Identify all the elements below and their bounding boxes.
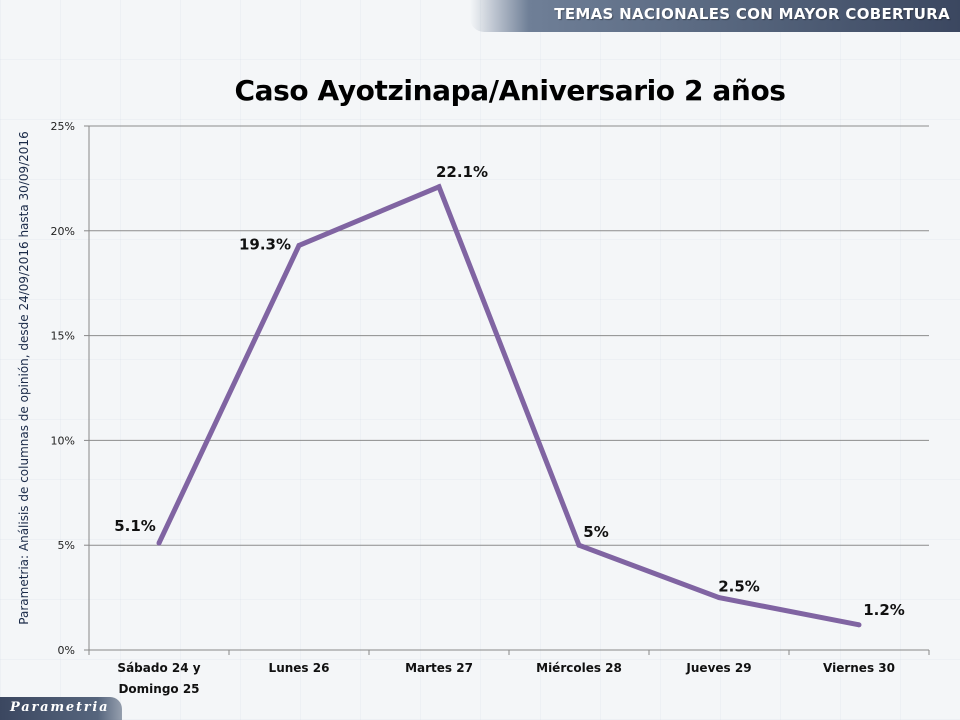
data-label: 22.1% [436, 163, 488, 181]
y-tick-label: 10% [51, 434, 75, 447]
data-label: 2.5% [718, 578, 760, 596]
x-tick-label: Lunes 26 [269, 661, 330, 675]
data-label: 5% [583, 523, 608, 541]
x-tick-label: Miércoles 28 [536, 661, 622, 675]
footer-banner: Parametria [0, 697, 122, 720]
data-label: 1.2% [863, 601, 905, 619]
data-point [156, 540, 162, 546]
series-line [156, 183, 860, 628]
data-point [436, 184, 442, 190]
x-tick-label: Jueves 29 [685, 661, 751, 675]
data-point [576, 542, 582, 548]
data-point [296, 242, 302, 248]
y-tick-label: 5% [58, 539, 75, 552]
data-point [716, 595, 722, 601]
chart-title: Caso Ayotzinapa/Aniversario 2 años [234, 74, 786, 107]
y-tick-label: 20% [51, 225, 75, 238]
header-banner: TEMAS NACIONALES CON MAYOR COBERTURA [470, 0, 960, 32]
y-tick-label: 0% [58, 644, 75, 657]
data-point [856, 622, 862, 628]
header-title: TEMAS NACIONALES CON MAYOR COBERTURA [554, 5, 950, 23]
parametria-logo: Parametria [10, 700, 110, 715]
y-tick-label: 25% [51, 120, 75, 133]
x-tick-label: Martes 27 [405, 661, 473, 675]
x-tick-label: Viernes 30 [823, 661, 895, 675]
y-tick-label: 15% [51, 330, 75, 343]
x-tick-label: Sábado 24 y Domingo 25 [117, 661, 200, 696]
data-label: 19.3% [239, 235, 291, 253]
data-label: 5.1% [114, 517, 156, 535]
